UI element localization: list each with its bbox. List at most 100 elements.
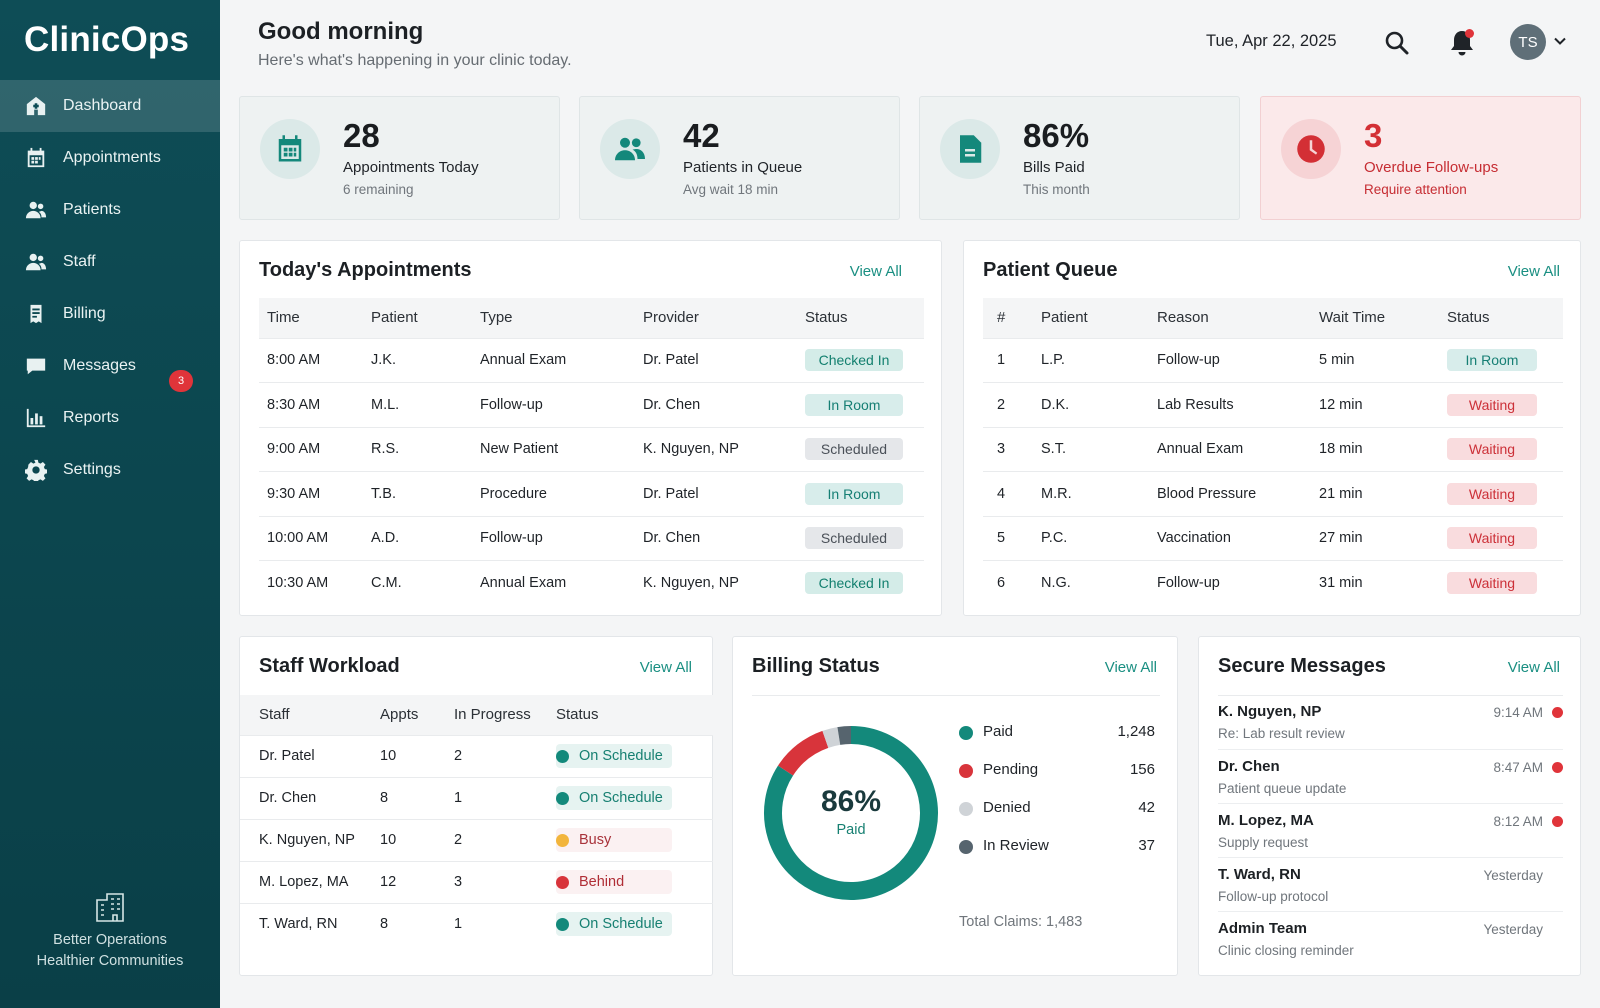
table-row[interactable]: 8:30 AM M.L. Follow-up Dr. Chen In Room [259, 382, 924, 427]
cell-in-progress: 3 [454, 860, 556, 903]
staff-view-all-link[interactable]: View All [639, 659, 692, 676]
sidebar-item-reports[interactable]: Reports [0, 392, 220, 444]
column-header[interactable]: Status [805, 298, 924, 338]
cell-reason: Lab Results [1157, 382, 1319, 427]
kpi-bills-paid[interactable]: 86% Bills Paid This month [919, 96, 1240, 220]
donut-slice-pending[interactable] [777, 730, 829, 776]
cell-time: 10:30 AM [259, 560, 371, 605]
appointments-view-all-link[interactable]: View All [849, 263, 902, 280]
cell-appts: 8 [380, 776, 454, 819]
cell-status: In Room [805, 471, 924, 516]
column-header[interactable]: Status [556, 695, 713, 735]
legend-item: In Review 37 [959, 837, 1155, 857]
message-item[interactable]: K. Nguyen, NP Re: Lab result review 9:14 A… [1218, 695, 1563, 749]
cell-status: Waiting [1447, 560, 1563, 605]
column-header[interactable]: In Progress [454, 695, 556, 735]
cell-status: In Room [1447, 337, 1563, 383]
billing-view-all-link[interactable]: View All [1104, 659, 1157, 676]
table-row[interactable]: 6 N.G. Follow-up 31 min Waiting [983, 560, 1563, 605]
table-row[interactable]: 9:30 AM T.B. Procedure Dr. Patel In Room [259, 471, 924, 516]
table-row[interactable]: 10:00 AM A.D. Follow-up Dr. Chen Scheduled [259, 515, 924, 561]
table-row[interactable]: Dr. Chen 8 1 On Schedule [240, 776, 713, 819]
search-icon[interactable] [1384, 30, 1410, 56]
column-header[interactable]: Provider [643, 298, 805, 338]
table-row[interactable]: 4 M.R. Blood Pressure 21 min Waiting [983, 471, 1563, 516]
table-row[interactable]: 5 P.C. Vaccination 27 min Waiting [983, 515, 1563, 561]
cell-status: Checked In [805, 560, 924, 605]
cell-type: Annual Exam [480, 560, 643, 605]
donut-slice-denied[interactable] [822, 727, 841, 748]
message-item[interactable]: Admin Team Clinic closing reminder Yesterd… [1218, 911, 1563, 965]
chart-icon [25, 407, 47, 429]
cell-status: On Schedule [556, 776, 713, 819]
sidebar-item-dashboard[interactable]: Dashboard [0, 80, 220, 132]
kpi-patients-in-queue[interactable]: 42 Patients in Queue Avg wait 18 min [579, 96, 900, 220]
messages-view-all-link[interactable]: View All [1507, 659, 1560, 676]
table-row[interactable]: T. Ward, RN 8 1 On Schedule [240, 902, 713, 945]
message-time: 9:14 AM [1493, 705, 1543, 720]
kpi-overdue-followups[interactable]: 3 Overdue Follow-ups Require attention [1260, 96, 1581, 220]
cell-time: 9:00 AM [259, 426, 371, 472]
column-header[interactable]: Status [1447, 298, 1563, 338]
donut-slice-paid[interactable] [764, 726, 938, 900]
table-row[interactable]: M. Lopez, MA 12 3 Behind [240, 860, 713, 903]
column-header[interactable]: Staff [240, 695, 380, 735]
column-header[interactable]: Appts [380, 695, 454, 735]
column-header[interactable]: Patient [371, 298, 480, 338]
column-header[interactable]: # [983, 298, 1041, 338]
table-row[interactable]: 9:00 AM R.S. New Patient K. Nguyen, NP Sched… [259, 426, 924, 472]
message-sender: Admin Team [1218, 920, 1307, 937]
table-row[interactable]: Dr. Patel 10 2 On Schedule [240, 734, 713, 777]
table-row[interactable]: 1 L.P. Follow-up 5 min In Room [983, 337, 1563, 383]
message-time: Yesterday [1483, 868, 1543, 883]
kpi-appointments-today[interactable]: 28 Appointments Today 6 remaining [239, 96, 560, 220]
cell-appts: 8 [380, 902, 454, 945]
status-dot [556, 917, 569, 931]
donut-center-value: 86% [820, 785, 882, 818]
message-item[interactable]: T. Ward, RN Follow-up protocol Yesterday [1218, 857, 1563, 911]
message-sender: Dr. Chen [1218, 758, 1280, 775]
sidebar-item-messages[interactable]: Messages 3 [0, 340, 220, 392]
message-item[interactable]: M. Lopez, MA Supply request 8:12 AM [1218, 803, 1563, 857]
gear-icon [25, 459, 47, 481]
message-item[interactable]: Dr. Chen Patient queue update 8:47 AM [1218, 749, 1563, 803]
cell-time: 9:30 AM [259, 471, 371, 516]
sidebar-item-staff[interactable]: Staff [0, 236, 220, 288]
cell-wait: 21 min [1319, 471, 1447, 516]
cell-status: Waiting [1447, 471, 1563, 516]
cell-wait: 27 min [1319, 515, 1447, 561]
table-row[interactable]: 2 D.K. Lab Results 12 min Waiting [983, 382, 1563, 427]
sidebar-item-settings[interactable]: Settings [0, 444, 220, 496]
legend-item: Paid 1,248 [959, 723, 1155, 743]
cell-wait: 5 min [1319, 337, 1447, 383]
legend-label: Paid [983, 723, 1014, 740]
column-header[interactable]: Reason [1157, 298, 1319, 338]
sidebar-item-appointments[interactable]: Appointments [0, 132, 220, 184]
sidebar-item-billing[interactable]: Billing [0, 288, 220, 340]
notification-dot [1465, 29, 1474, 38]
legend-swatch [959, 726, 973, 740]
table-row[interactable]: 10:30 AM C.M. Annual Exam K. Nguyen, NP Chec… [259, 560, 924, 605]
column-header[interactable]: Wait Time [1319, 298, 1447, 338]
notifications-button[interactable] [1448, 28, 1476, 58]
current-date: Tue, Apr 22, 2025 [1206, 32, 1337, 50]
status-badge: Busy [556, 828, 672, 852]
queue-view-all-link[interactable]: View All [1507, 263, 1560, 280]
message-subject: Clinic closing reminder [1218, 943, 1354, 958]
donut-slice-in-review[interactable] [837, 726, 852, 745]
sidebar-item-label: Staff [63, 253, 96, 270]
column-header[interactable]: Time [259, 298, 371, 338]
cell-patient: M.R. [1041, 471, 1157, 516]
cell-appts: 10 [380, 818, 454, 861]
chevron-down-icon[interactable] [1553, 34, 1567, 48]
table-row[interactable]: K. Nguyen, NP 10 2 Busy [240, 818, 713, 861]
column-header[interactable]: Patient [1041, 298, 1157, 338]
cell-in-progress: 2 [454, 818, 556, 861]
column-header[interactable]: Type [480, 298, 643, 338]
table-row[interactable]: 3 S.T. Annual Exam 18 min Waiting [983, 426, 1563, 472]
billing-status-card: Billing Status View All 86% Paid Paid 1,2… [732, 636, 1178, 976]
sidebar-item-patients[interactable]: Patients [0, 184, 220, 236]
avatar[interactable]: TS [1510, 24, 1546, 60]
cell-patient: N.G. [1041, 560, 1157, 605]
table-row[interactable]: 8:00 AM J.K. Annual Exam Dr. Patel Checked I… [259, 337, 924, 383]
